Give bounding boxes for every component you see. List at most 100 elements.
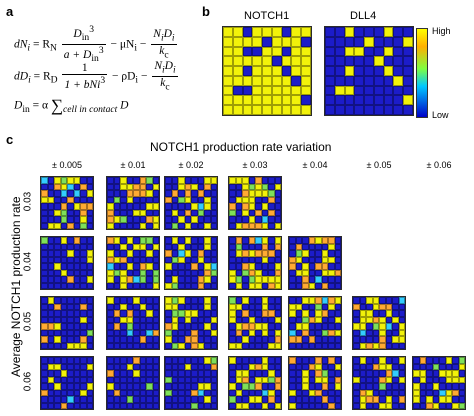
grid-cell [261,216,268,223]
grid-cell [191,177,198,184]
grid-cell [73,183,80,190]
grid-cell [379,310,386,317]
grid-cell [242,310,249,317]
grid-cell [107,216,114,223]
grid-cell [223,46,233,57]
grid-cell [113,190,120,197]
grid-cell [334,46,345,57]
grid-cell [204,269,211,276]
grid-cell [67,336,74,343]
grid-cell [67,237,74,244]
grid-cell [235,203,242,210]
grid-cell [248,263,255,270]
grid-cell [165,243,172,250]
grid-cell [315,383,322,390]
grid-cell [107,243,114,250]
grid-cell [60,209,67,216]
grid-cell [235,256,242,263]
grid-cell [120,256,127,263]
eq-dn-frac: Din3 a + Din3 [61,24,106,65]
grid-cell [295,402,302,409]
grid-cell [146,190,153,197]
grid-cell [126,303,133,310]
grid-cell [379,329,386,336]
grid-cell [139,310,146,317]
grid-cell [67,276,74,283]
dll4-map [324,26,414,116]
grid-cell [398,310,405,317]
variation-grid [40,236,94,290]
grid-cell [274,310,281,317]
grid-cell [139,256,146,263]
variation-grid [40,296,94,350]
grid-cell [191,209,198,216]
grid-cell [146,177,153,184]
grid-cell [47,402,54,409]
grid-cell [268,323,275,330]
grid-cell [328,297,335,304]
grid-cell [308,256,315,263]
grid-cell [67,402,74,409]
grid-cell [274,389,281,396]
grid-cell [452,402,459,409]
grid-cell [191,276,198,283]
grid-cell [325,66,335,76]
grid-cell [210,370,217,377]
grid-cell [252,46,263,57]
grid-cell [289,402,296,409]
grid-cell [255,336,262,343]
grid-cell [107,370,114,377]
grid-cell [281,95,292,106]
grid-cell [223,85,233,96]
grid-cell [146,323,153,330]
grid-cell [242,36,253,47]
grid-cell [392,303,399,310]
variation-grid [106,176,160,230]
grid-cell [197,363,204,370]
grid-cell [242,396,249,403]
grid-cell [255,276,262,283]
grid-cell [334,396,341,403]
grid-cell [60,183,67,190]
grid-cell [252,105,263,115]
grid-cell [393,85,404,96]
grid-cell [373,46,384,57]
grid-cell [67,310,74,317]
grid-cell [385,329,392,336]
grid-cell [67,203,74,210]
grid-cell [268,303,275,310]
grid-cell [133,222,140,229]
grid-cell [308,250,315,257]
grid-cell [354,46,365,57]
grid-cell [235,316,242,323]
grid-cell [334,297,341,304]
grid-cell [308,276,315,283]
grid-cell [445,363,452,370]
grid-cell [274,342,281,349]
grid-cell [392,370,399,377]
eq-dn-mid: − μN [110,38,135,51]
grid-cell [204,196,211,203]
grid-cell [47,216,54,223]
grid-cell [178,329,185,336]
grid-cell [41,216,48,223]
grid-cell [165,303,172,310]
grid-cell [171,250,178,257]
grid-cell [315,310,322,317]
grid-cell [242,56,253,67]
grid-cell [54,303,61,310]
grid-cell [373,85,384,96]
grid-cell [139,263,146,270]
grid-cell [321,323,328,330]
grid-cell [171,376,178,383]
grid-cell [392,402,399,409]
grid-cell [242,203,249,210]
grid-cell [133,177,140,184]
grid-cell [178,196,185,203]
grid-cell [242,209,249,216]
grid-cell [73,203,80,210]
grid-cell [366,342,373,349]
grid-cell [261,243,268,250]
grid-cell [295,269,302,276]
grid-cell [379,376,386,383]
